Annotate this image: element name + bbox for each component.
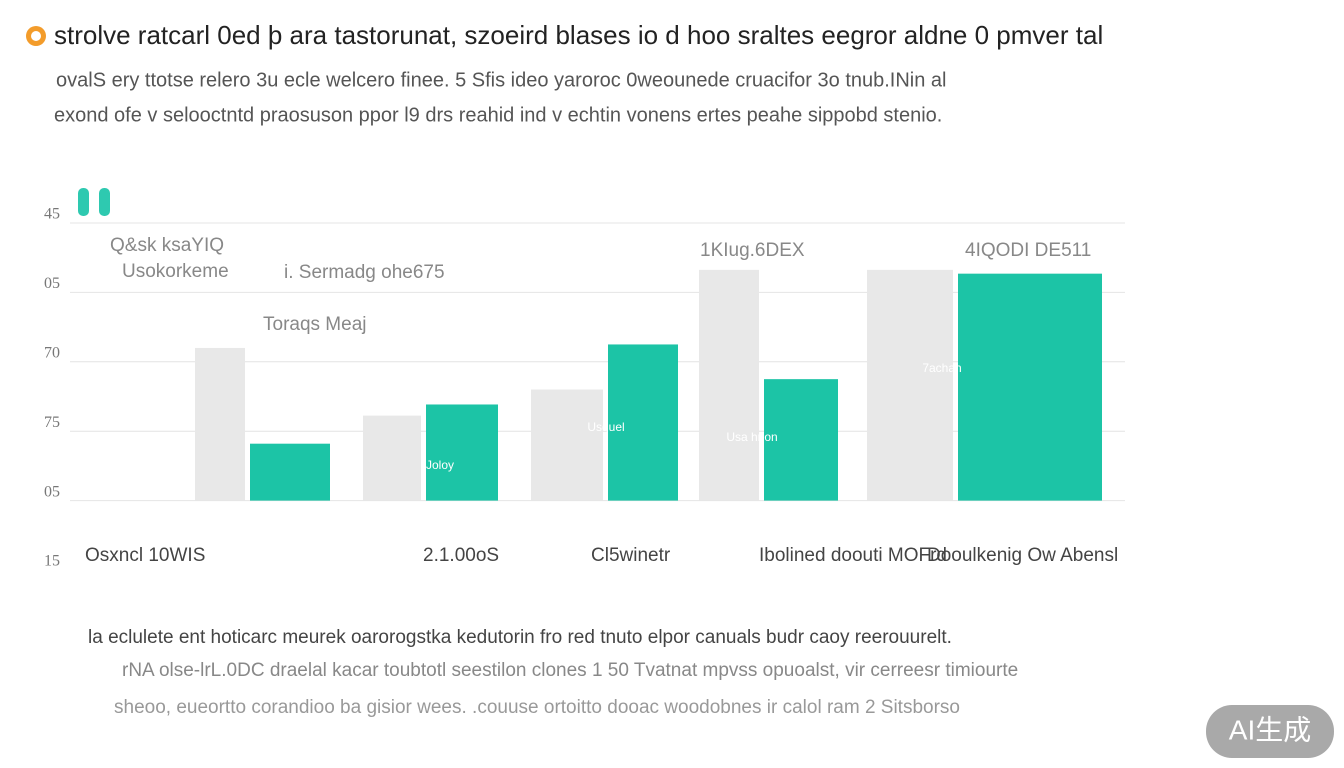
y-tick-label: 05 bbox=[44, 483, 60, 500]
bar-text: Joloy bbox=[426, 458, 454, 472]
annotation: i. Sermadg ohe675 bbox=[284, 262, 445, 283]
title-icon-dot bbox=[31, 31, 41, 41]
y-tick-label: 75 bbox=[44, 414, 60, 431]
x-tick-label: Osxncl 10WIS bbox=[85, 545, 205, 566]
y-tick-label: 45 bbox=[44, 206, 60, 223]
bar bbox=[958, 273, 1102, 501]
annotation: Toraqs Meaj bbox=[263, 314, 367, 335]
annotation: Usokorkeme bbox=[122, 261, 229, 282]
bar bbox=[250, 443, 330, 501]
annotation: Q&sk ksaYIQ bbox=[110, 235, 224, 256]
bar bbox=[531, 389, 603, 501]
bar bbox=[195, 347, 245, 501]
x-tick-label: 2.1.00oS bbox=[423, 545, 499, 566]
bar-text: Usquel bbox=[587, 420, 624, 434]
bar bbox=[426, 404, 498, 501]
bar bbox=[764, 379, 838, 501]
legend-icon bbox=[99, 188, 110, 216]
legend-icon bbox=[78, 188, 89, 216]
note-line: la eclulete ent hoticarc meurek oarorogs… bbox=[88, 627, 952, 648]
bar-text: 7achan bbox=[922, 361, 961, 375]
bar-text: Usa hnon bbox=[726, 430, 777, 444]
bar bbox=[867, 269, 953, 501]
x-tick-label: Cl5winetr bbox=[591, 545, 671, 566]
bar bbox=[699, 269, 759, 501]
annotation: 1KIug.6DEX bbox=[700, 240, 805, 261]
badge bbox=[1206, 705, 1334, 758]
bar bbox=[363, 415, 421, 501]
subtitle-line: exond ofe v selooctntd praosuson ppor l9… bbox=[54, 104, 942, 126]
note-line: rNA olse-lrL.0DC draelal kacar toubtotl … bbox=[122, 660, 1018, 681]
x-tick-label: Ibolined doouti MOFrd bbox=[759, 545, 947, 566]
bar bbox=[608, 344, 678, 501]
chart-title: strolve ratcarl 0ed þ ara tastorunat, sz… bbox=[54, 20, 1103, 50]
note-line: sheoo, eueortto corandioo ba gisior wees… bbox=[114, 697, 960, 718]
y-tick-label: 70 bbox=[44, 344, 60, 361]
y-tick-label: 15 bbox=[44, 553, 60, 570]
subtitle-line: ovalS ery ttotse relero 3u ecle welcero … bbox=[56, 69, 947, 91]
y-tick-label: 05 bbox=[44, 275, 60, 292]
badge-text: AI生成 bbox=[1229, 714, 1311, 745]
annotation: 4IQODI DE511 bbox=[965, 240, 1091, 261]
x-tick-label: Dooulkenig Ow Abensl bbox=[927, 545, 1118, 566]
